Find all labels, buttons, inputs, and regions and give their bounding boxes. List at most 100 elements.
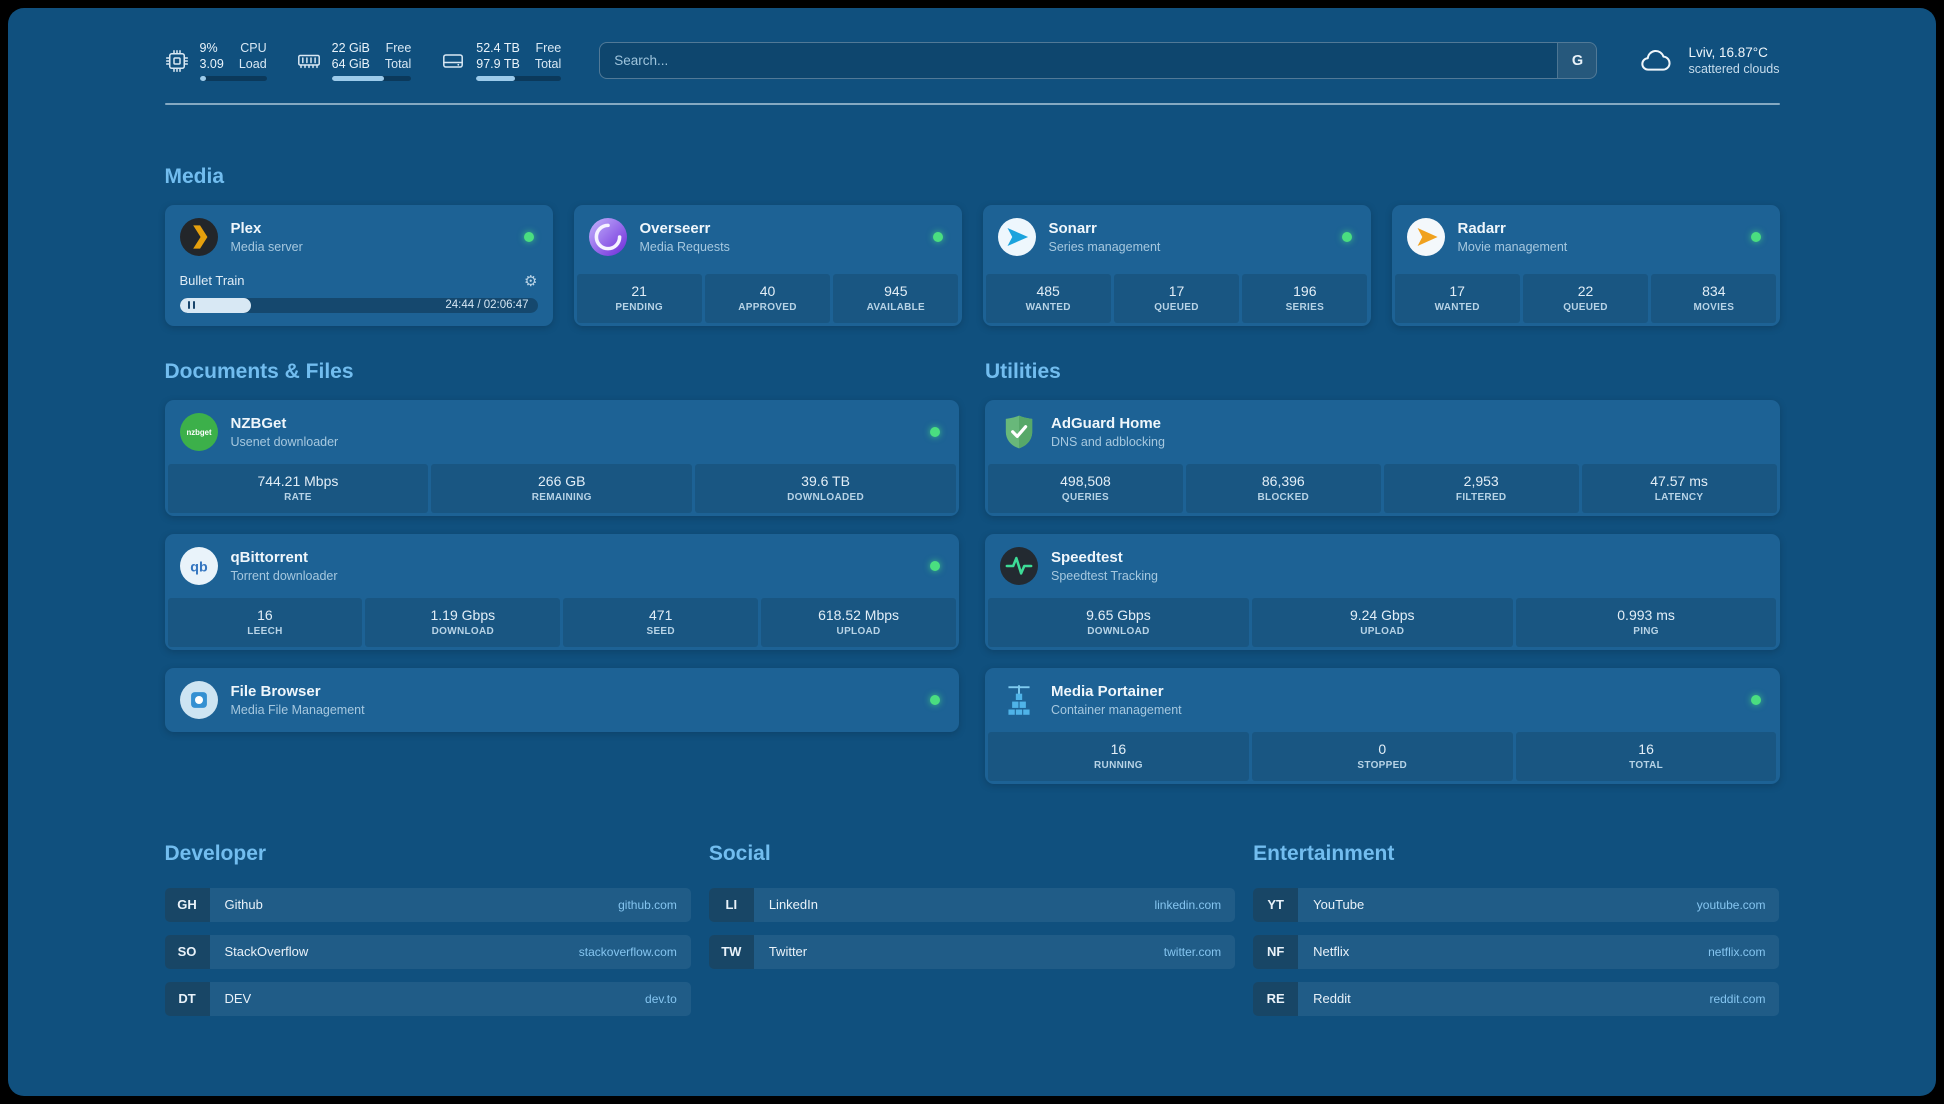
status-dot	[930, 426, 940, 437]
stat-value: 86,396	[1261, 472, 1305, 489]
memory-free-value: 22 GiB	[331, 41, 370, 55]
bookmark-github[interactable]: GH Github github.com	[164, 887, 691, 922]
bookmark-name: Reddit	[1313, 991, 1351, 1007]
memory-total-label: Total	[384, 57, 412, 72]
bookmark-name: Twitter	[768, 944, 808, 960]
stat-seed: 471 SEED	[563, 597, 759, 647]
stat-value: 2,953	[1463, 472, 1499, 489]
cpu-icon	[165, 49, 189, 73]
stat-value: 40	[759, 282, 776, 299]
stat-value: 196	[1293, 282, 1317, 299]
bookmark-name: Github	[224, 897, 263, 913]
service-card-nzbget[interactable]: nzbget NZBGet Usenet downloader 744.21 M…	[164, 399, 959, 516]
stat-value: 17	[1449, 282, 1465, 299]
service-card-qbittorrent[interactable]: qb qBittorrent Torrent downloader 16 LEE…	[164, 533, 959, 650]
section-heading-developer: Developer	[164, 841, 267, 865]
stat-label: UPLOAD	[836, 625, 881, 637]
search-input[interactable]	[600, 43, 1558, 79]
service-card-sonarr[interactable]: Sonarr Series management 485 WANTED 17 Q…	[982, 204, 1371, 326]
service-card-speedtest[interactable]: Speedtest Speedtest Tracking 9.65 Gbps D…	[985, 533, 1780, 650]
stat-label: BLOCKED	[1257, 491, 1310, 503]
playback-time: 24:44 / 02:06:47	[445, 298, 529, 311]
stat-wanted: 485 WANTED	[985, 273, 1111, 323]
service-text: Sonarr Series management	[1049, 220, 1161, 254]
disk-icon	[441, 49, 465, 73]
bookmark-name: LinkedIn	[768, 897, 818, 913]
bookmark-stackoverflow[interactable]: SO StackOverflow stackoverflow.com	[164, 934, 691, 969]
stat-value: 485	[1036, 282, 1060, 299]
playback-progress-bar[interactable]: 24:44 / 02:06:47	[179, 297, 538, 313]
gear-icon[interactable]: ⚙	[524, 272, 538, 290]
middle-columns: Documents & Files nzbget NZBGet Usenet d…	[164, 359, 1780, 802]
bookmark-name: Netflix	[1313, 944, 1350, 960]
cpu-usage-label: CPU	[240, 41, 267, 55]
service-desc: Media server	[230, 239, 303, 254]
service-text: Plex Media server	[231, 220, 303, 254]
bookmark-url: twitter.com	[1163, 944, 1222, 959]
radarr-icon	[1406, 217, 1445, 256]
bookmark-group-social: Social LI LinkedIn linkedin.com TW Twitt…	[708, 842, 1236, 1029]
search-provider-button[interactable]: G	[1557, 43, 1597, 79]
stats-row: 9.65 Gbps DOWNLOAD 9.24 Gbps UPLOAD 0.99…	[985, 597, 1780, 650]
stat-label: APPROVED	[738, 301, 797, 313]
service-desc: Movie management	[1457, 239, 1568, 254]
stat-upload: 618.52 Mbps UPLOAD	[761, 597, 956, 647]
bookmark-netflix[interactable]: NF Netflix netflix.com	[1253, 934, 1780, 969]
service-text: NZBGet Usenet downloader	[231, 415, 339, 449]
service-card-portainer[interactable]: Media Portainer Container management 16 …	[985, 667, 1780, 784]
service-card-radarr[interactable]: Radarr Movie management 17 WANTED 22 QUE…	[1391, 204, 1780, 326]
bookmark-reddit[interactable]: RE Reddit reddit.com	[1253, 981, 1780, 1016]
dashboard: 9% CPU 3.09 Load 22 GiB	[8, 8, 1936, 1096]
stat-total: 16 TOTAL	[1515, 731, 1777, 781]
section-heading-entertainment: Entertainment	[1253, 841, 1395, 865]
stat-stopped: 0 STOPPED	[1251, 731, 1513, 781]
service-text: Overseerr Media Requests	[640, 220, 730, 254]
service-desc: DNS and adblocking	[1051, 434, 1165, 449]
now-playing-row: Bullet Train ⚙	[165, 269, 553, 290]
stat-value: 834	[1702, 282, 1726, 299]
disk-free-label: Free	[535, 41, 562, 55]
stat-queued: 22 QUEUED	[1522, 273, 1649, 323]
stat-downloaded: 39.6 TB DOWNLOADED	[695, 463, 956, 513]
stats-row: 21 PENDING 40 APPROVED 945 AVAILABLE	[574, 273, 962, 326]
stat-value: 471	[649, 606, 673, 623]
section-heading-documents: Documents & Files	[164, 359, 354, 383]
adguard-icon	[1000, 413, 1038, 451]
bookmark-twitter[interactable]: TW Twitter twitter.com	[708, 934, 1236, 969]
bookmark-abbr: SO	[164, 934, 210, 969]
bookmark-group-entertainment: Entertainment YT YouTube youtube.com NF …	[1253, 841, 1780, 1029]
stat-wanted: 17 WANTED	[1394, 273, 1520, 323]
memory-free-label: Free	[385, 41, 412, 55]
portainer-icon	[1000, 681, 1038, 719]
status-dot	[523, 231, 534, 242]
service-card-adguard[interactable]: AdGuard Home DNS and adblocking 498,508 …	[985, 399, 1780, 516]
service-card-filebrowser[interactable]: File Browser Media File Management	[164, 667, 959, 732]
bookmarks: Developer GH Github github.com SO StackO…	[164, 841, 1780, 1029]
status-dot	[1750, 694, 1761, 705]
stat-value: 0	[1378, 740, 1387, 757]
weather-condition: scattered clouds	[1688, 62, 1780, 77]
bookmark-url: linkedin.com	[1154, 897, 1222, 912]
section-documents: Documents & Files nzbget NZBGet Usenet d…	[164, 359, 959, 750]
service-name: Plex	[230, 219, 262, 237]
pause-icon[interactable]	[187, 301, 196, 310]
stat-available: 945 AVAILABLE	[833, 273, 959, 323]
bookmark-abbr: LI	[708, 887, 754, 922]
status-dot	[1341, 231, 1352, 242]
stat-label: UPLOAD	[1360, 625, 1405, 637]
bookmark-dev[interactable]: DT DEV dev.to	[164, 981, 691, 1016]
stat-label: WANTED	[1025, 301, 1071, 313]
stat-ping: 0.993 ms PING	[1515, 597, 1777, 647]
bookmark-linkedin[interactable]: LI LinkedIn linkedin.com	[708, 887, 1236, 922]
topbar: 9% CPU 3.09 Load 22 GiB	[165, 41, 1780, 81]
bookmark-youtube[interactable]: YT YouTube youtube.com	[1253, 887, 1780, 922]
service-card-plex[interactable]: Plex Media server Bullet Train ⚙ 24:44 /…	[164, 204, 553, 326]
service-card-overseerr[interactable]: Overseerr Media Requests 21 PENDING 40 A…	[573, 204, 962, 326]
stat-leech: 16 LEECH	[167, 597, 363, 647]
bookmark-url: netflix.com	[1708, 944, 1766, 959]
stat-remaining: 266 GB REMAINING	[431, 463, 693, 513]
stat-download: 1.19 Gbps DOWNLOAD	[365, 597, 561, 647]
qbittorrent-icon: qb	[179, 546, 218, 585]
disk-total-value: 97.9 TB	[476, 57, 520, 72]
service-text: AdGuard Home DNS and adblocking	[1051, 415, 1165, 449]
